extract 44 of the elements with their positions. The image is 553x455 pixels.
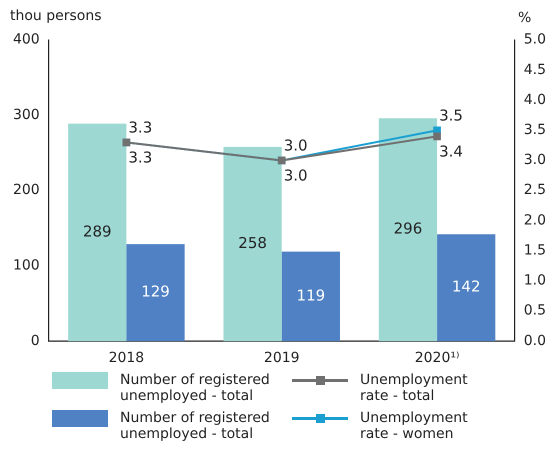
data-label: 3.0: [284, 136, 308, 154]
x-tick-label: 2020¹⁾: [414, 350, 460, 366]
y2-tick-label: 4.5: [524, 62, 546, 78]
y-axis-title: thou persons: [10, 8, 102, 24]
data-label: 3.4: [439, 142, 463, 160]
y-tick-label: 100: [12, 258, 40, 274]
legend-label: Unemployment rate - women: [360, 410, 469, 442]
point: [433, 132, 441, 140]
y2-tick-label: 3.5: [524, 122, 546, 138]
bar: [282, 252, 340, 342]
legend-label: Number of registered unemployed - total: [120, 410, 271, 442]
y2-tick-label: 1.5: [524, 242, 546, 258]
data-label: 129: [141, 282, 170, 301]
y2-tick-label: 2.0: [524, 212, 546, 228]
y-tick-label: 0: [30, 332, 40, 349]
y2-tick-label: 4.0: [524, 92, 546, 108]
y2-tick-label: 0.5: [524, 302, 546, 319]
bar: [223, 146, 282, 342]
x-tick-label: 2019: [264, 350, 300, 366]
bar: [68, 124, 126, 342]
bar: [437, 234, 496, 342]
bar: [378, 118, 438, 342]
y2-tick-label: 5.0: [524, 32, 546, 48]
y2-tick-label: 3.0: [524, 152, 546, 168]
data-label: 3.5: [439, 106, 463, 124]
data-label: 119: [296, 286, 326, 304]
x-tick-label: 2018: [108, 350, 144, 366]
data-label: 3.3: [128, 118, 152, 136]
data-label: 3.3: [128, 148, 152, 166]
y2-axis-title: %: [518, 10, 532, 26]
data-label: 142: [452, 278, 481, 296]
y2-tick-label: 1.0: [524, 272, 546, 289]
data-label: 289: [82, 222, 112, 240]
y-tick-label: 200: [12, 182, 40, 198]
y2-tick-label: 0.0: [524, 332, 546, 349]
data-label: 296: [394, 220, 422, 238]
y-tick-label: 400: [12, 32, 40, 48]
bar: [126, 244, 185, 342]
y2-tick-label: 2.5: [524, 182, 546, 198]
y-tick-label: 300: [12, 106, 40, 123]
data-label: 3.0: [284, 166, 308, 184]
legend-label: Number of registered unemployed - total: [120, 372, 271, 404]
legend-label: Unemployment rate - total: [360, 372, 469, 404]
data-label: 258: [238, 234, 267, 252]
